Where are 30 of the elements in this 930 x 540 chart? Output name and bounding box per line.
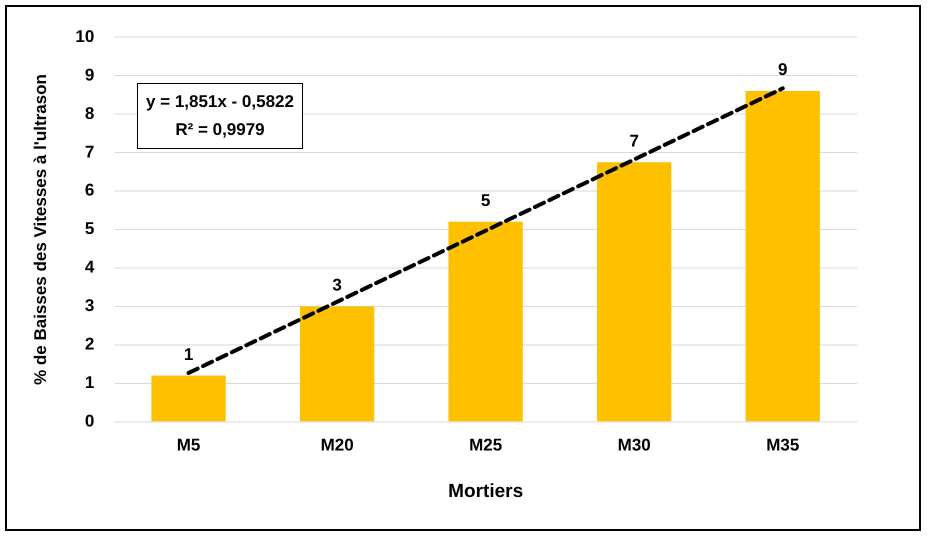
data-label: 5 [480,190,490,210]
y-tick-label: 0 [84,411,94,430]
data-label: 1 [184,344,194,364]
y-tick-label: 1 [84,373,94,392]
x-tick-label: M5 [176,436,200,455]
x-tick-label: M35 [766,436,800,455]
annotation: y = 1,851x - 0,5822 [146,91,294,113]
bar [597,162,672,422]
x-tick-label: M20 [320,436,354,455]
bar [746,91,820,422]
x-tick-label: M30 [618,436,651,455]
y-tick-label: 4 [84,258,95,277]
data-label: 7 [629,131,639,150]
annotation: R² = 0,9979 [174,119,266,141]
y-tick-label: 9 [84,65,94,84]
data-label: 3 [332,276,342,295]
y-tick-label: 8 [84,104,94,123]
y-tick-label: 6 [84,180,94,200]
y-tick-label: 7 [84,142,94,162]
data-label: 9 [778,60,788,80]
bar [151,376,226,422]
y-axis-title: % de Baisses des Vitesses à l'ultrason [30,74,50,385]
bar [300,306,374,422]
x-tick-label: M25 [469,436,502,455]
y-tick-label: 2 [84,334,94,354]
y-tick-label: 5 [84,219,94,238]
y-tick-label: 3 [84,296,94,316]
bar [448,222,523,422]
x-axis-title: Mortiers [448,480,524,502]
y-tick-label: 10 [75,26,94,46]
